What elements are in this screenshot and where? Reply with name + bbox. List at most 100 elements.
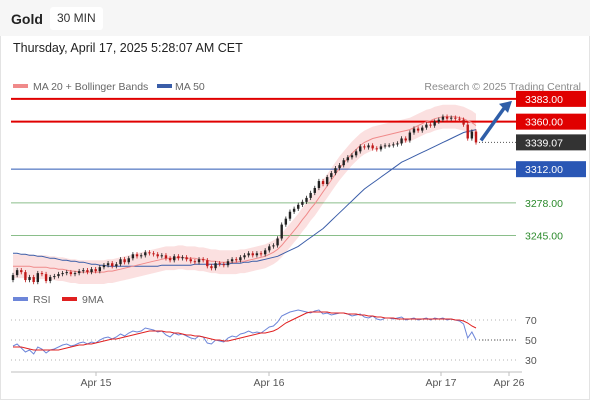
candle xyxy=(400,138,403,144)
candle xyxy=(268,246,271,251)
rsi-legend-swatch xyxy=(13,297,28,301)
candle xyxy=(425,124,428,128)
symbol-title: Gold xyxy=(11,11,43,27)
candle xyxy=(15,270,19,276)
candle xyxy=(111,263,114,267)
candle xyxy=(82,270,85,272)
candle xyxy=(98,267,102,272)
candle xyxy=(32,277,35,283)
level-tag-3312.00 xyxy=(516,161,586,178)
candle xyxy=(222,264,226,266)
candle xyxy=(115,264,118,267)
candle xyxy=(36,273,40,283)
forecast-arrow-head xyxy=(499,100,512,113)
rsi-line xyxy=(12,309,477,355)
candle xyxy=(90,269,93,273)
rsi-ma-legend-label: 9MA xyxy=(82,294,104,306)
ma20-line xyxy=(13,116,477,273)
candle xyxy=(69,272,73,275)
credit-text: Research © 2025 Trading Central xyxy=(424,81,581,93)
candle xyxy=(408,132,412,141)
candle xyxy=(24,272,27,281)
candle xyxy=(206,260,209,267)
ma20-legend-label: MA 20 + Bollinger Bands xyxy=(33,81,148,93)
candle xyxy=(317,181,321,188)
candle xyxy=(230,259,234,262)
candle xyxy=(77,271,81,274)
candle xyxy=(189,259,192,262)
candle xyxy=(263,250,267,255)
candle xyxy=(73,273,77,275)
candle xyxy=(387,145,391,147)
candle xyxy=(123,259,126,263)
level-label-3383.00: 3383.00 xyxy=(525,94,563,106)
candle xyxy=(135,254,139,257)
candle xyxy=(127,258,130,263)
candle xyxy=(301,201,304,205)
level-label-3360.00: 3360.00 xyxy=(525,117,563,129)
candle xyxy=(334,168,337,174)
chart-header: Gold 30 MIN xyxy=(0,0,590,36)
candle xyxy=(458,118,461,120)
candle xyxy=(144,252,147,256)
candle xyxy=(40,273,44,275)
candle xyxy=(441,116,445,120)
candle xyxy=(342,160,345,166)
x-tick-label-2: Apr 17 xyxy=(426,377,457,389)
candle xyxy=(354,151,358,156)
candle xyxy=(371,145,374,149)
candle xyxy=(235,259,238,261)
last-price-label: 3339.07 xyxy=(525,137,563,149)
candle xyxy=(106,263,110,266)
level-tag-3383.00 xyxy=(516,90,586,107)
candle xyxy=(28,277,31,281)
candle xyxy=(305,197,308,202)
candle xyxy=(164,255,168,259)
level-label-3278.00: 3278.00 xyxy=(525,198,563,210)
candle xyxy=(251,253,254,256)
candle xyxy=(148,252,151,254)
candle xyxy=(280,224,283,239)
rsi-legend-label: RSI xyxy=(33,294,51,306)
candle xyxy=(429,124,432,126)
candle xyxy=(160,255,164,257)
candle xyxy=(177,256,180,259)
level-label-3312.00: 3312.00 xyxy=(525,164,563,176)
candle xyxy=(247,253,250,256)
rsi-tick-70: 70 xyxy=(525,315,537,327)
x-tick-label-0: Apr 15 xyxy=(81,377,112,389)
timeframe-button[interactable]: 30 MIN xyxy=(50,7,103,30)
candle xyxy=(474,131,478,143)
candle xyxy=(11,275,15,281)
candle xyxy=(383,145,387,147)
candle xyxy=(396,143,399,145)
candle xyxy=(119,259,122,265)
candle xyxy=(325,177,329,185)
candle xyxy=(94,269,97,272)
candle xyxy=(412,128,416,133)
ma50-line xyxy=(13,129,477,267)
candle xyxy=(313,187,316,193)
candle xyxy=(239,257,242,261)
candle xyxy=(44,274,48,282)
candle xyxy=(255,253,259,256)
candle xyxy=(276,238,279,246)
candle xyxy=(193,261,197,263)
candle xyxy=(156,254,159,257)
candle xyxy=(338,165,341,169)
candle xyxy=(367,145,370,148)
candle xyxy=(49,277,52,282)
candle xyxy=(470,131,474,139)
candle xyxy=(210,266,213,269)
last-price-tag xyxy=(516,134,586,151)
forecast-arrow-shaft xyxy=(479,105,507,142)
candle xyxy=(454,117,457,119)
candle xyxy=(131,254,135,259)
candle xyxy=(139,255,143,257)
candle xyxy=(297,204,300,209)
chart-datetime: Thursday, April 17, 2025 5:28:07 AM CET xyxy=(13,41,243,55)
candle xyxy=(152,253,155,255)
candle xyxy=(330,173,333,178)
candle xyxy=(53,276,56,278)
